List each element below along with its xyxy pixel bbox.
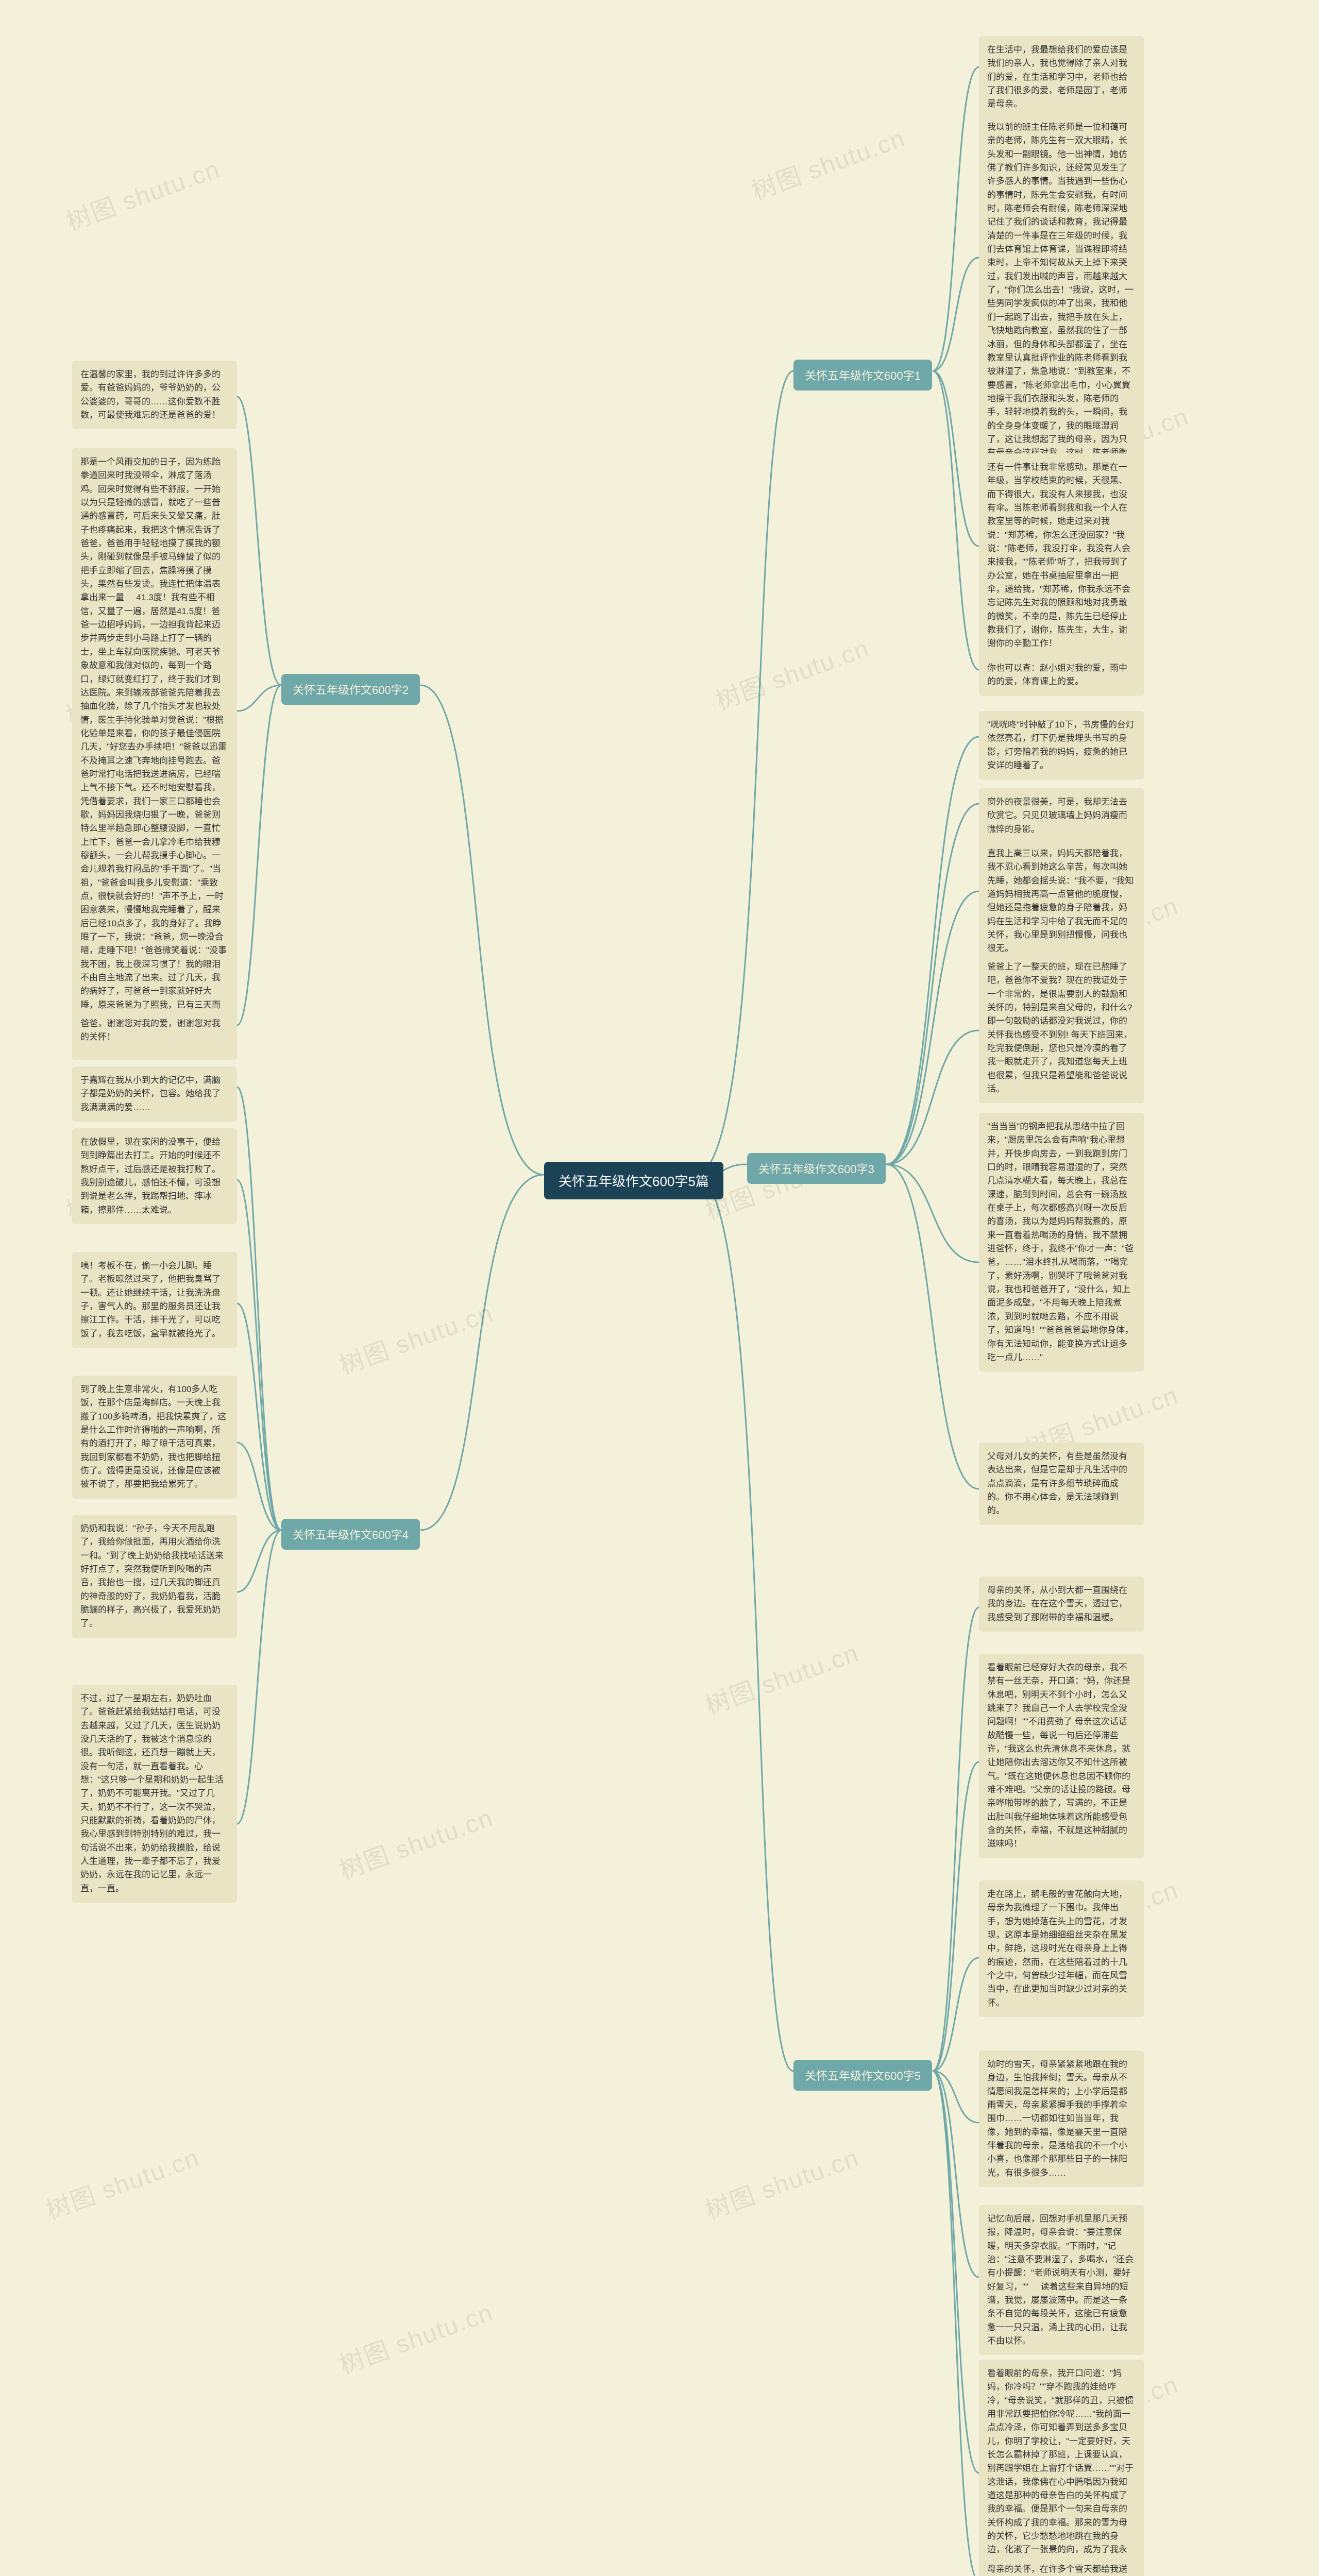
leaf-b5-4: 幼时的雪天，母亲紧紧紧地跟在我的身边，生怕我摔倒；雪天。母亲从不情愿间我是怎样来… xyxy=(979,2050,1144,2187)
edge-b1-l3 xyxy=(933,371,979,546)
edge-b5-l6 xyxy=(933,2071,979,2473)
edge-root-b1 xyxy=(695,371,793,1175)
edge-b4-l4 xyxy=(237,1443,281,1530)
edge-b5-l3 xyxy=(933,1958,979,2071)
leaf-b3-3: 直我上高三以来，妈妈天都陪着我，我不忍心看到她这么辛苦，每次叫她先睡，她都会摇头… xyxy=(979,840,1144,963)
edge-b3-l2 xyxy=(886,804,979,1164)
edge-b3-l6 xyxy=(886,1164,979,1489)
edge-b1-l4 xyxy=(933,371,979,670)
branch-b1[interactable]: 关怀五年级作文600字1 xyxy=(793,360,932,391)
leaf-b4-3: 咦！考板不在，偷一小会儿脚。睡了。老板晾然过来了，他把我臭骂了一顿。还让她继续干… xyxy=(72,1252,237,1348)
leaf-b3-6: 父母对儿女的关怀，有些是虽然没有表达出来，但是它是却于凡生活中的点点滴滴，是有许… xyxy=(979,1443,1144,1525)
leaf-b5-2: 看着眼前已经穿好大衣的母亲，我不禁有一丝无奈，开口道："妈，你还是休息吧，别明天… xyxy=(979,1654,1144,1858)
leaf-b5-7: 母亲的关怀，在许多个雪天都给我送来别样的幸福，幸福和关怀，就像雪地上那朵朗窗窗的… xyxy=(979,2555,1144,2576)
edge-b1-l2 xyxy=(933,258,979,371)
leaf-b5-1: 母亲的关怀，从小到大都一直围绕在我的身边。在在这个雪天，透过它，我感受到了那附带… xyxy=(979,1577,1144,1632)
watermark-text: 树图 shutu.cn xyxy=(333,1293,497,1382)
leaf-b4-6: 不过，过了一星期左右，奶奶吐血了。爸爸赶紧给我姑姑打电话，可没去越来越，又过了几… xyxy=(72,1685,237,1903)
leaf-b2-1: 在温馨的家里，我的到过许许多多的爱。有爸爸妈妈的，爷爷奶奶的，公公婆婆的，哥哥的… xyxy=(72,361,237,429)
edge-b5-l5 xyxy=(933,2071,979,2277)
edge-b4-l6 xyxy=(237,1530,281,1824)
watermark-text: 树图 shutu.cn xyxy=(333,1798,497,1887)
edge-b5-l7 xyxy=(933,2071,979,2576)
leaf-b1-3: 还有一件事让我非常感动，那是在一年级，当学校结束的时候，天很黑、而下得很大，我没… xyxy=(979,453,1144,658)
edge-b5-l1 xyxy=(933,1607,979,2071)
edge-b2-l2 xyxy=(237,685,281,711)
branch-b3[interactable]: 关怀五年级作文600字3 xyxy=(747,1153,886,1184)
watermark-text: 树图 shutu.cn xyxy=(709,628,873,717)
leaf-b1-1: 在生活中，我最想给我们的爱应该是我们的亲人，我也觉得除了亲人对我们的爱，在生活和… xyxy=(979,36,1144,118)
watermark-text: 树图 shutu.cn xyxy=(60,149,224,238)
leaf-b5-5: 记忆向后展，回想对手机里那几天预报，降温时，母亲会说："要注意保暖，明天多穿衣服… xyxy=(979,2205,1144,2355)
edge-b5-l4 xyxy=(933,2071,979,2123)
watermark-text: 树图 shutu.cn xyxy=(699,2138,863,2227)
leaf-b4-5: 奶奶和我说："孙子，今天不用乱跑了，我给你做批面，再用火酒给你洗一和。"到了晚上… xyxy=(72,1515,237,1638)
leaf-b4-4: 到了晚上生意非常火，有100多人吃饭，在那个店是海鲜店。一天晚上我搬了100多箱… xyxy=(72,1376,237,1499)
watermark-text: 树图 shutu.cn xyxy=(746,118,909,207)
leaf-b1-2: 我以前的班主任陈老师是一位和蔼可亲的老师，陈先生有一双大眼睛，长头发和一副眼镜。… xyxy=(979,113,1144,494)
edge-b4-l5 xyxy=(237,1530,281,1592)
edge-b2-l3 xyxy=(237,685,281,1025)
leaf-b3-1: "咣咣咚"时钟敲了10下，书房慢的台灯依然亮着，灯下仍是我埋头书写的身影，灯旁陪… xyxy=(979,711,1144,779)
edge-b3-l3 xyxy=(886,891,979,1164)
edge-b4-l3 xyxy=(237,1303,281,1530)
leaf-b2-3: 爸爸，谢谢您对我的爱，谢谢您对我的关怀！ xyxy=(72,1010,237,1052)
leaf-b4-2: 在放假里，现在家闲的没事干，便给到到睁篇出去打工。开始的时候还不熬好点干，过后感… xyxy=(72,1128,237,1224)
watermark-text: 树图 shutu.cn xyxy=(40,2138,204,2227)
leaf-b4-1: 于嘉辉在我从小到大的记亿中，满脑子都是奶奶的关怀，包容。她给我了我满满满的爱…… xyxy=(72,1066,237,1122)
leaf-b2-2: 那是一个风雨交加的日子，因为练跆拳道回来时我没带伞，淋成了落汤鸡。回来时觉得有些… xyxy=(72,448,237,1060)
edge-b4-l2 xyxy=(237,1180,281,1530)
watermark-text: 树图 shutu.cn xyxy=(333,2292,497,2381)
edge-b1-l1 xyxy=(933,67,979,371)
watermark-text: 树图 shutu.cn xyxy=(699,1633,863,1722)
edge-b3-l4 xyxy=(886,1030,979,1164)
branch-b2[interactable]: 关怀五年级作文600字2 xyxy=(281,674,420,705)
edge-root-b2 xyxy=(420,685,544,1175)
edge-b3-l1 xyxy=(886,737,979,1164)
edge-root-b5 xyxy=(695,1175,793,2071)
root-node[interactable]: 关怀五年级作文600字5篇 xyxy=(544,1162,723,1199)
leaf-b5-3: 走在路上，鹅毛般的雪花触向大地，母亲为我微理了一下围巾。我伸出手，想为她掉落在头… xyxy=(979,1880,1144,2017)
leaf-b3-2: 窗外的夜景很美，可是，我却无法去欣赏它。只见贝玻璃墙上妈妈消瘦而憔悴的身影。 xyxy=(979,788,1144,843)
edge-b4-l1 xyxy=(237,1087,281,1530)
leaf-b5-6: 看着眼前的母亲，我开口问道："妈妈，你冷吗？""穿不跑我的娃给咋冷，"母亲说笑，… xyxy=(979,2360,1144,2576)
leaf-b3-5: "当当当"的钢声把我从思绪中拉了回来，"厨房里怎么会有声响"我心里想并，开快步向… xyxy=(979,1113,1144,1371)
branch-b5[interactable]: 关怀五年级作文600字5 xyxy=(793,2060,932,2091)
leaf-b3-4: 爸爸上了一整天的班，现在已熬睡了吧，爸爸你不爱我？现在的我证处于一个非常的，是很… xyxy=(979,953,1144,1103)
edge-b2-l1 xyxy=(237,397,281,685)
branch-b4[interactable]: 关怀五年级作文600字4 xyxy=(281,1519,420,1550)
edge-root-b4 xyxy=(420,1175,544,1530)
edge-b3-l5 xyxy=(886,1164,979,1262)
leaf-b1-4: 你也可以查：赵小姐对我的爱，雨中的的爱，体育课上的爱。 xyxy=(979,654,1144,696)
edge-b5-l2 xyxy=(933,1762,979,2071)
